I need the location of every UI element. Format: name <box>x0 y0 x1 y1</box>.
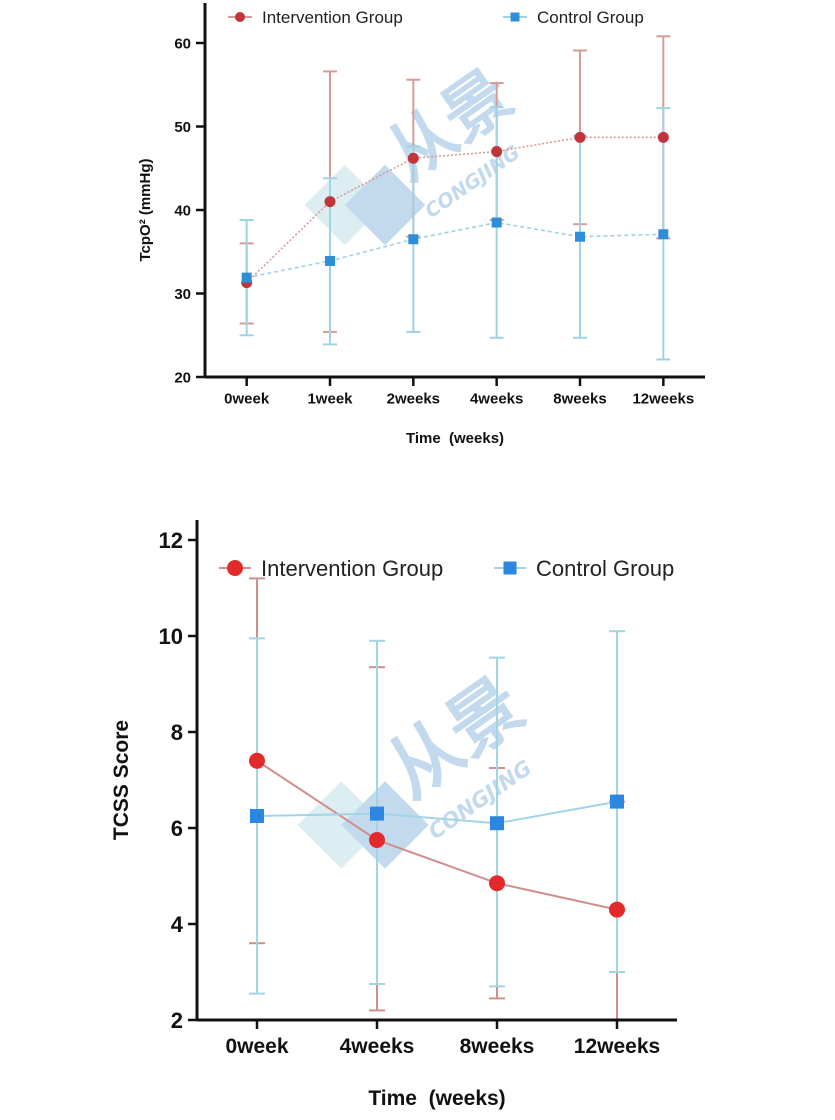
legend-marker-square <box>510 12 520 22</box>
marker-control <box>408 234 419 245</box>
marker-control <box>491 217 502 228</box>
marker-control <box>370 806 384 821</box>
x-tick-label: 12weeks <box>632 390 694 407</box>
legend-label: Control Group <box>536 556 674 581</box>
legend-marker-square <box>503 561 517 575</box>
y-axis-label: TCSS Score <box>110 720 133 840</box>
marker-intervention <box>574 131 586 143</box>
y-tick-label: 40 <box>174 202 191 219</box>
x-tick-label: 1week <box>307 390 353 407</box>
y-tick-label: 12 <box>159 528 183 553</box>
watermark-diamond-teal <box>304 164 385 246</box>
marker-intervention <box>249 752 265 769</box>
legend-item-control: Control Group <box>503 8 644 27</box>
marker-intervention <box>489 875 505 892</box>
series-line-intervention <box>256 759 618 911</box>
y-tick-label: 2 <box>171 1008 183 1033</box>
y-tick-label: 10 <box>159 624 183 649</box>
legend-label: Intervention Group <box>262 8 403 27</box>
x-tick-label: 0week <box>225 1035 288 1058</box>
y-tick-label: 50 <box>174 119 191 136</box>
x-tick-label: 4weeks <box>470 390 523 407</box>
x-axis-label: Time (weeks) <box>406 430 504 447</box>
marker-intervention <box>491 146 503 158</box>
x-tick-label: 8weeks <box>553 390 606 407</box>
legend-item-intervention: Intervention Group <box>219 556 443 581</box>
marker-control <box>658 229 669 240</box>
legend-marker-circle <box>227 560 243 576</box>
series-line-control <box>246 221 664 279</box>
watermark-diamond-blue <box>341 781 429 869</box>
x-axis-label: Time (weeks) <box>368 1087 505 1110</box>
marker-intervention <box>609 901 625 918</box>
series-line-control <box>256 800 618 825</box>
y-axis-label: TcpO² (mmHg) <box>137 158 154 261</box>
y-tick-label: 4 <box>171 912 184 937</box>
series-line-intervention <box>246 136 664 284</box>
marker-control <box>610 794 624 809</box>
watermark-diamond-blue <box>344 164 426 246</box>
x-tick-label: 2weeks <box>387 390 440 407</box>
x-tick-label: 4weeks <box>340 1035 415 1058</box>
legend-item-control: Control Group <box>494 556 674 581</box>
y-tick-label: 60 <box>174 35 191 52</box>
marker-control <box>241 272 252 283</box>
marker-intervention <box>324 196 336 208</box>
marker-intervention <box>407 152 419 164</box>
legend-item-intervention: Intervention Group <box>228 8 403 27</box>
y-tick-label: 6 <box>171 816 183 841</box>
x-tick-label: 8weeks <box>460 1035 535 1058</box>
y-tick-label: 8 <box>171 720 183 745</box>
marker-intervention <box>369 832 385 848</box>
x-tick-label: 12weeks <box>574 1035 660 1058</box>
marker-control <box>325 255 335 266</box>
marker-control <box>490 816 504 831</box>
legend-marker-circle <box>235 12 245 22</box>
marker-control <box>250 809 264 823</box>
marker-control <box>575 231 585 242</box>
x-tick-label: 0week <box>224 390 270 407</box>
legend-label: Intervention Group <box>261 556 443 581</box>
y-tick-label: 30 <box>174 286 191 303</box>
y-tick-label: 20 <box>174 369 191 386</box>
marker-intervention <box>657 131 669 143</box>
legend-label: Control Group <box>537 8 644 27</box>
